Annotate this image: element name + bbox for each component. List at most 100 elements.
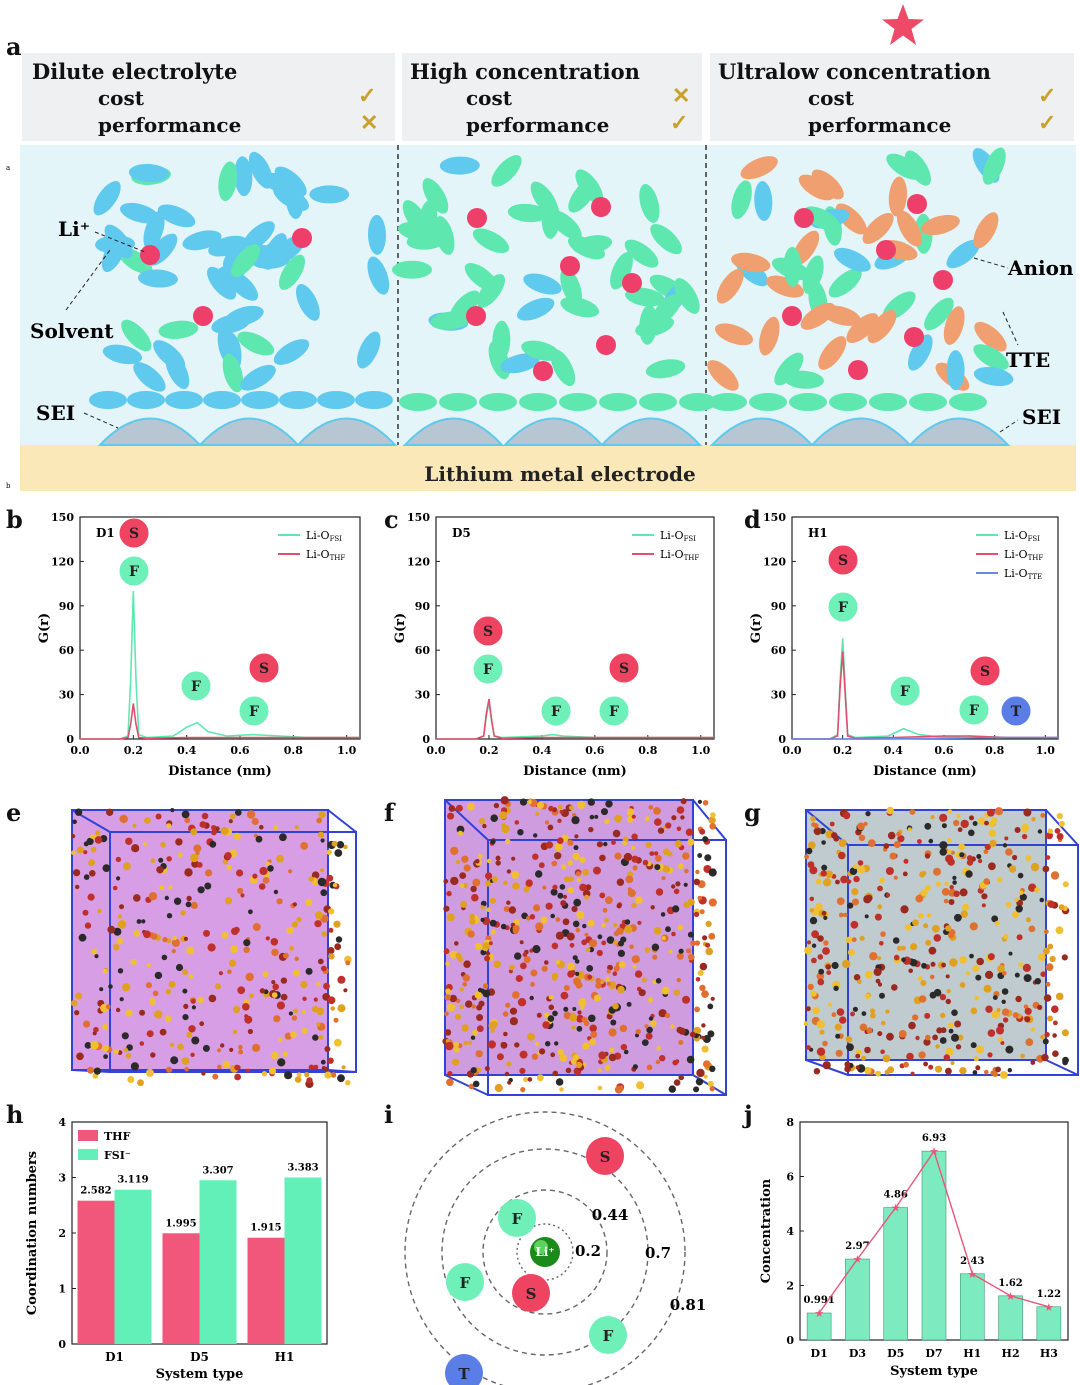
atom (593, 866, 601, 875)
atom (252, 923, 261, 931)
atom (306, 1077, 313, 1084)
shell-ring (482, 1189, 608, 1315)
atom (482, 983, 489, 989)
atom (917, 976, 923, 981)
atom (803, 1021, 809, 1026)
atom (305, 967, 313, 975)
atom (108, 984, 113, 989)
atom (509, 1017, 518, 1026)
atom (917, 839, 922, 844)
bar-value-label: 3.119 (117, 1175, 148, 1186)
molecule (802, 255, 824, 294)
bar-value-label: 1.915 (250, 1223, 281, 1234)
atom (199, 821, 207, 828)
molecule (716, 268, 744, 304)
atom (956, 813, 961, 819)
atom (557, 892, 564, 899)
atom (551, 942, 559, 950)
atom (687, 931, 694, 938)
atom (930, 815, 935, 819)
atom (690, 940, 696, 947)
chip-S: S (118, 517, 150, 549)
atom (817, 978, 825, 986)
atom (190, 828, 198, 836)
atom (673, 989, 680, 996)
trend-line (818, 1149, 1050, 1314)
atom (1012, 1012, 1019, 1019)
atom (525, 879, 533, 887)
atom (453, 1046, 460, 1053)
atom (826, 970, 832, 975)
atom (544, 960, 549, 965)
molecule (157, 204, 196, 228)
atom (701, 990, 709, 998)
atom (864, 993, 871, 999)
atom (249, 993, 255, 999)
atom (343, 988, 348, 993)
atom (974, 995, 979, 1001)
atom (585, 947, 591, 952)
molecule (273, 339, 310, 365)
atom (294, 956, 299, 961)
atom (849, 867, 858, 875)
atom (966, 859, 974, 866)
atom (166, 856, 172, 862)
solvent-label: Solvent (30, 319, 114, 343)
atom (119, 814, 128, 824)
atom (990, 1070, 996, 1076)
atom (480, 905, 485, 910)
atom (644, 947, 651, 953)
atom (1025, 917, 1031, 923)
atom (604, 818, 610, 825)
atom (699, 828, 706, 835)
atom (191, 1036, 200, 1045)
atom (602, 907, 608, 913)
chip-S: S (586, 1137, 624, 1175)
atom (806, 940, 812, 945)
molecule (754, 181, 773, 221)
atom (879, 877, 885, 884)
li-ion (193, 306, 213, 326)
atom (823, 878, 832, 887)
atom (551, 860, 558, 867)
atom (490, 814, 499, 822)
atom (708, 816, 716, 824)
atom (699, 962, 708, 971)
atom (710, 996, 715, 1001)
x-tick-label: 0.4 (884, 744, 903, 757)
atom (148, 998, 156, 1006)
atom (514, 820, 520, 825)
atom (812, 1007, 820, 1015)
chip-F: F (180, 670, 212, 702)
atom (959, 982, 966, 988)
trend-marker: ★ (814, 1307, 824, 1320)
svg-text:S: S (526, 1285, 537, 1303)
legend-entry: Li-OFSI (660, 529, 696, 543)
molecule (419, 200, 438, 241)
atom (496, 1053, 504, 1061)
atom (825, 964, 831, 970)
atom (844, 1061, 851, 1068)
atom (455, 859, 461, 865)
atom (548, 805, 554, 812)
atom (444, 1029, 452, 1036)
x-tick-label: H2 (1002, 1347, 1020, 1360)
atom (1037, 829, 1043, 834)
molecule (811, 169, 844, 200)
atom (879, 992, 885, 999)
atom (601, 808, 608, 816)
atom (923, 1038, 931, 1046)
atom (567, 839, 574, 846)
atom (447, 1071, 453, 1077)
atom (648, 1016, 654, 1021)
atom (842, 811, 851, 820)
atom (614, 852, 622, 860)
molecule (422, 178, 449, 214)
panel-label-h: h (6, 1100, 24, 1129)
atom (875, 978, 881, 984)
atom (1062, 881, 1069, 888)
atom (813, 827, 822, 836)
atom (563, 1011, 572, 1020)
atom (616, 903, 622, 909)
